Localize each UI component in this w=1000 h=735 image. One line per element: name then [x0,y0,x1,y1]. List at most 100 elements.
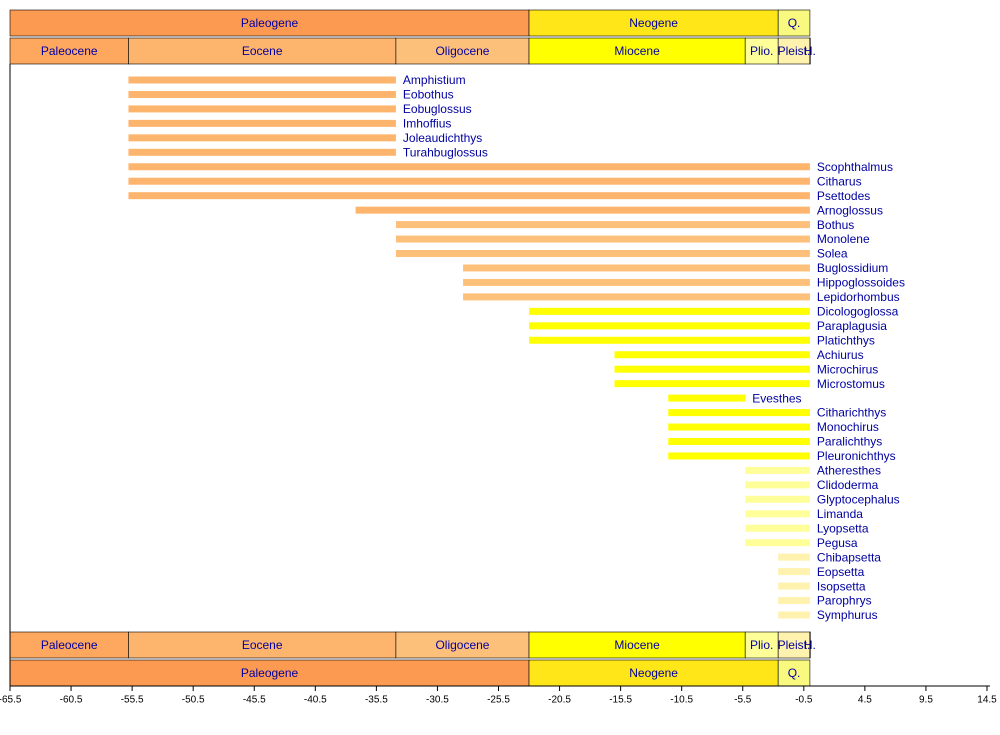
taxon-label: Parophrys [817,594,872,608]
x-tick-label: 9.5 [919,695,933,706]
epoch-label: Miocene [614,44,660,58]
taxon-label: Citharus [817,174,862,188]
epoch [128,37,397,65]
taxon-label: Monochirus [817,420,879,434]
taxon-range [128,119,396,127]
x-tick-label: -30.5 [426,695,449,706]
period-label: Q. [788,16,801,30]
taxon-label: Citharichthys [817,406,886,420]
x-tick-label: -25.5 [487,695,510,706]
taxon-range [745,495,810,503]
taxon-range [614,351,810,359]
taxon-range [745,524,810,532]
x-tick-label: -15.5 [609,695,632,706]
x-tick-label: -55.5 [121,695,144,706]
taxon-label: Lepidorhombus [817,290,900,304]
taxon-label: Bothus [817,218,854,232]
taxon-label: Chibapsetta [817,550,881,564]
taxon-range [778,568,810,576]
x-tick-label: -20.5 [548,695,571,706]
epoch [777,37,811,65]
period-label: Q. [788,666,801,680]
period-label: Paleogene [241,16,299,30]
taxon-range [529,322,810,330]
taxon-label: Achiurus [817,348,864,362]
taxon-range [463,278,810,286]
taxon-range [128,134,396,142]
taxon-range [395,250,810,258]
taxon-range [529,307,810,315]
taxon-range [128,192,810,200]
taxon-range [745,539,810,547]
epoch [395,37,530,65]
epoch-label: Oligocene [435,44,489,58]
epoch [528,631,746,659]
taxon-range [395,235,810,243]
taxon-range [463,293,810,301]
taxon-range [668,394,746,402]
taxon-range [778,553,810,561]
period [9,659,530,687]
epoch-label: Plio. [750,638,773,652]
epoch [744,37,779,65]
taxon-range [778,611,810,619]
taxon-label: Joleaudichthys [403,131,482,145]
epoch-label: Miocene [614,638,660,652]
taxon-label: Clidoderma [817,478,879,492]
taxon-range [668,409,810,417]
taxon-label: Solea [817,247,848,261]
taxon-label: Isopsetta [817,579,866,593]
taxon-label: Paraplagusia [817,319,887,333]
taxon-label: Psettodes [817,189,870,203]
taxon-range [128,163,810,171]
x-tick-label: -45.5 [243,695,266,706]
period-label: Paleogene [241,666,299,680]
epoch-label: Pleist. [778,638,811,652]
x-tick-label: -65.5 [0,695,22,706]
taxon-label: Hippoglossoides [817,276,905,290]
taxon-range [128,148,396,156]
period [9,9,530,37]
epoch-label: Pleist. [778,44,811,58]
taxon-label: Microstomus [817,377,885,391]
period [528,659,779,687]
epoch [9,37,129,65]
taxon-range [395,221,810,229]
taxon-label: Amphistium [403,73,466,87]
taxon-range [745,466,810,474]
taxon-label: Eobothus [403,88,454,102]
taxon-label: Monolene [817,232,870,246]
epoch [777,631,811,659]
taxon-range [745,481,810,489]
x-tick-label: -0.5 [795,695,813,706]
taxon-label: Arnoglossus [817,203,883,217]
epoch [809,631,811,659]
epoch-label: Plio. [750,44,773,58]
epoch [528,37,746,65]
taxon-label: Microchirus [817,362,878,376]
taxon-label: Turahbuglossus [403,145,488,159]
period [528,9,779,37]
epoch-label: Eocene [242,638,283,652]
epoch-label: Oligocene [435,638,489,652]
taxon-label: Limanda [817,507,863,521]
taxon-range [355,206,810,214]
period-label: Neogene [629,666,678,680]
x-tick-label: -50.5 [182,695,205,706]
taxon-label: Pegusa [817,536,858,550]
taxon-range [614,365,810,373]
taxon-label: Eobuglossus [403,102,472,116]
taxon-label: Platichthys [817,333,875,347]
taxon-label: Imhoffius [403,117,451,131]
x-tick-label: -35.5 [365,695,388,706]
epoch-label: Paleocene [41,638,98,652]
period [777,659,811,687]
taxon-label: Evesthes [752,391,801,405]
x-tick-label: -10.5 [670,695,693,706]
taxon-label: Glyptocephalus [817,492,900,506]
epoch-label: Eocene [242,44,283,58]
x-tick-label: 14.5 [977,695,997,706]
taxon-range [668,452,810,460]
taxon-range [128,177,810,185]
